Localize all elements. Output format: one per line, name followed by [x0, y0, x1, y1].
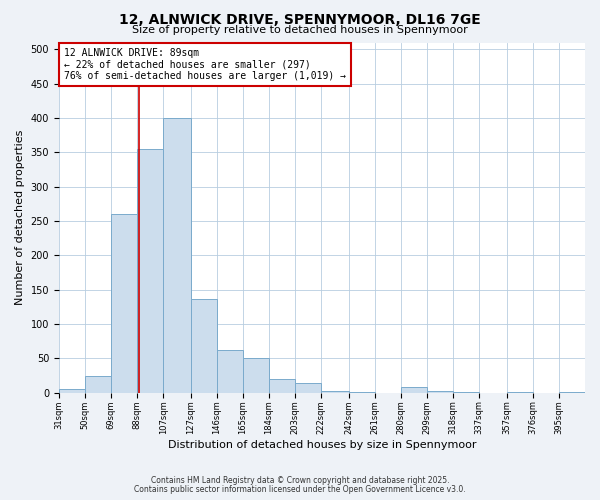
- Bar: [453, 392, 479, 393]
- Bar: [401, 388, 427, 393]
- Text: Contains HM Land Registry data © Crown copyright and database right 2025.: Contains HM Land Registry data © Crown c…: [151, 476, 449, 485]
- Text: Size of property relative to detached houses in Spennymoor: Size of property relative to detached ho…: [132, 25, 468, 35]
- Y-axis label: Number of detached properties: Number of detached properties: [15, 130, 25, 306]
- Bar: [559, 392, 585, 393]
- Bar: [507, 392, 533, 393]
- Bar: [427, 392, 453, 393]
- Bar: [217, 350, 243, 393]
- Bar: [85, 376, 111, 393]
- Bar: [59, 390, 85, 393]
- Bar: [191, 298, 217, 393]
- Bar: [137, 149, 163, 393]
- Text: 12, ALNWICK DRIVE, SPENNYMOOR, DL16 7GE: 12, ALNWICK DRIVE, SPENNYMOOR, DL16 7GE: [119, 12, 481, 26]
- Bar: [111, 214, 137, 393]
- Text: Contains public sector information licensed under the Open Government Licence v3: Contains public sector information licen…: [134, 484, 466, 494]
- Bar: [163, 118, 191, 393]
- Bar: [349, 392, 375, 393]
- X-axis label: Distribution of detached houses by size in Spennymoor: Distribution of detached houses by size …: [168, 440, 476, 450]
- Bar: [269, 379, 295, 393]
- Text: 12 ALNWICK DRIVE: 89sqm
← 22% of detached houses are smaller (297)
76% of semi-d: 12 ALNWICK DRIVE: 89sqm ← 22% of detache…: [64, 48, 346, 81]
- Bar: [243, 358, 269, 393]
- Bar: [321, 392, 349, 393]
- Bar: [295, 382, 321, 393]
